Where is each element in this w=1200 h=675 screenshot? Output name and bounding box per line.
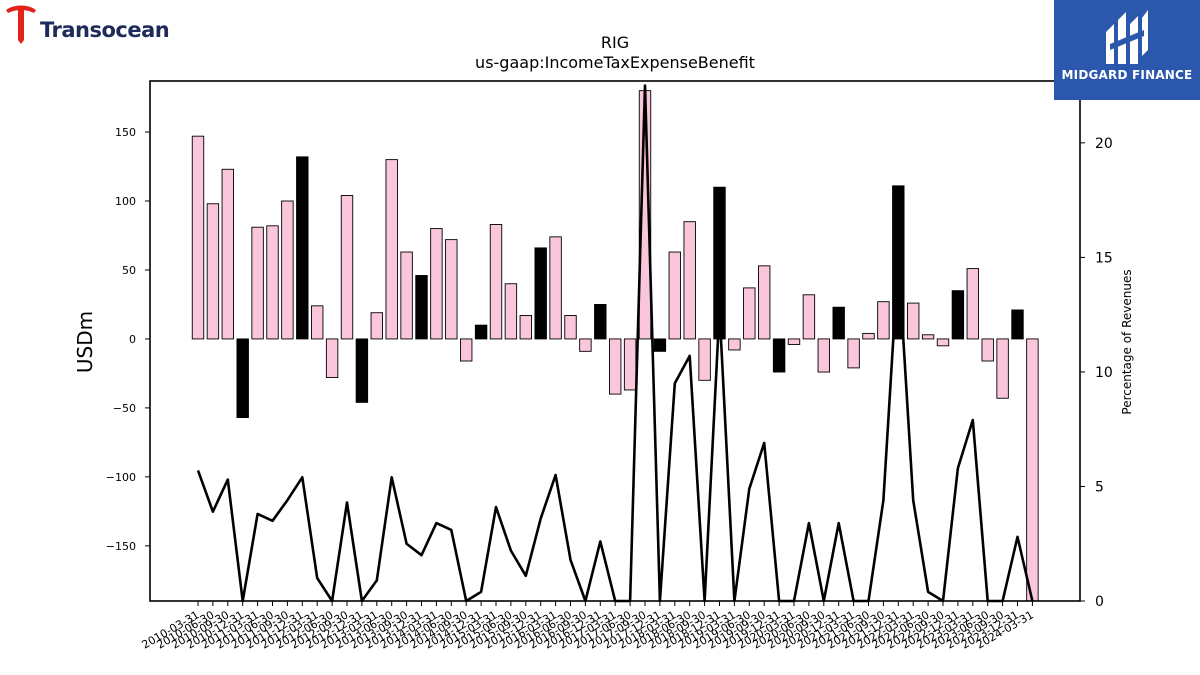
bar-2019-03-31 bbox=[728, 338, 741, 351]
midgard-finance-logo: MIDGARD FINANCE bbox=[1054, 0, 1200, 100]
bar-2017-03-31 bbox=[609, 338, 622, 395]
bar-2013-09-30 bbox=[400, 251, 413, 340]
bar-2019-12-31 bbox=[772, 338, 786, 373]
bar-2020-06-30 bbox=[802, 294, 816, 340]
bar-2013-03-31 bbox=[370, 312, 383, 340]
y2-tick-label: 20 bbox=[1095, 136, 1113, 152]
bar-2010-03-31 bbox=[191, 135, 205, 340]
bar-2010-09-30 bbox=[221, 168, 235, 340]
y-tick-label: 50 bbox=[122, 264, 136, 277]
bar-2016-09-30 bbox=[579, 338, 592, 352]
bar-2012-09-30 bbox=[340, 195, 354, 340]
bar-2019-09-30 bbox=[758, 265, 771, 340]
bar-2011-06-30 bbox=[266, 225, 279, 340]
bar-2013-12-31 bbox=[415, 275, 428, 340]
bar-2022-12-31 bbox=[951, 290, 965, 340]
bar-2012-12-31 bbox=[355, 338, 369, 403]
bar-2015-03-31 bbox=[489, 223, 503, 340]
bar-2018-03-31 bbox=[668, 251, 681, 340]
bar-2015-12-31 bbox=[534, 247, 547, 340]
bar-2018-12-31 bbox=[713, 186, 726, 340]
bar-2014-03-31 bbox=[430, 228, 443, 340]
y2-tick-label: 0 bbox=[1095, 594, 1104, 610]
y-axis-label: USDm bbox=[73, 311, 97, 373]
y-tick-label: −100 bbox=[106, 471, 136, 484]
y-tick-label: 0 bbox=[129, 333, 136, 346]
bar-2012-03-31 bbox=[311, 305, 324, 340]
y-tick-label: −150 bbox=[106, 540, 136, 553]
bars-layer bbox=[191, 90, 1039, 602]
transocean-logo-text: Transocean bbox=[40, 18, 170, 42]
bar-2021-06-30 bbox=[862, 332, 875, 340]
bar-2020-03-31 bbox=[787, 338, 801, 345]
y-tick-label: 100 bbox=[115, 195, 136, 208]
bar-2022-06-30 bbox=[921, 334, 935, 340]
bar-2016-03-31 bbox=[549, 236, 562, 340]
bar-2019-06-30 bbox=[743, 287, 756, 340]
chart-title: RIG bbox=[601, 33, 629, 52]
y2-tick-label: 10 bbox=[1095, 365, 1113, 381]
bar-2014-06-30 bbox=[445, 239, 458, 340]
bar-2022-09-30 bbox=[936, 338, 950, 347]
midgard-logo-icon bbox=[1106, 10, 1148, 64]
bar-2021-09-30 bbox=[877, 301, 890, 340]
bar-2022-03-31 bbox=[907, 302, 920, 340]
bar-2020-09-30 bbox=[817, 338, 830, 373]
bar-2023-06-30 bbox=[981, 338, 994, 362]
y2-axis-label: Percentage of Revenues bbox=[1120, 269, 1134, 414]
bar-2013-06-30 bbox=[385, 159, 398, 340]
bar-2023-03-31 bbox=[966, 268, 979, 340]
bar-2012-06-30 bbox=[325, 338, 339, 378]
bar-2014-09-30 bbox=[460, 338, 473, 362]
bar-2017-06-30 bbox=[623, 338, 637, 391]
bar-2024-03-31 bbox=[1026, 338, 1039, 602]
bar-2010-12-31 bbox=[236, 338, 249, 418]
y-tick-label: 150 bbox=[115, 126, 136, 139]
midgard-logo-text: MIDGARD FINANCE bbox=[1061, 68, 1193, 82]
axes-layer: −150−100−50050100150051015202010-03-3120… bbox=[106, 80, 1113, 652]
bar-2017-12-31 bbox=[653, 338, 667, 352]
bar-2016-06-30 bbox=[564, 315, 577, 340]
transocean-logo: Transocean bbox=[4, 4, 184, 46]
bar-2011-03-31 bbox=[251, 226, 264, 340]
bar-2023-09-30 bbox=[996, 338, 1009, 399]
chart-subtitle: us-gaap:IncomeTaxExpenseBenefit bbox=[475, 53, 755, 72]
bar-2015-09-30 bbox=[519, 315, 532, 340]
bar-2018-09-30 bbox=[698, 338, 711, 381]
y-tick-label: −50 bbox=[113, 402, 136, 415]
y2-tick-label: 5 bbox=[1095, 479, 1104, 495]
bar-2020-12-31 bbox=[832, 306, 845, 340]
y2-tick-label: 15 bbox=[1095, 250, 1113, 266]
bar-2023-12-31 bbox=[1011, 309, 1024, 340]
bar-2015-06-30 bbox=[504, 283, 518, 340]
bar-2021-03-31 bbox=[847, 338, 860, 369]
bar-2016-12-31 bbox=[594, 304, 607, 340]
bar-2014-12-31 bbox=[474, 324, 488, 340]
transocean-logo-icon bbox=[6, 5, 36, 44]
bar-2011-12-31 bbox=[296, 156, 309, 340]
bar-2018-06-30 bbox=[683, 221, 696, 340]
bar-2010-06-30 bbox=[206, 203, 220, 340]
bar-2011-09-30 bbox=[281, 200, 294, 340]
